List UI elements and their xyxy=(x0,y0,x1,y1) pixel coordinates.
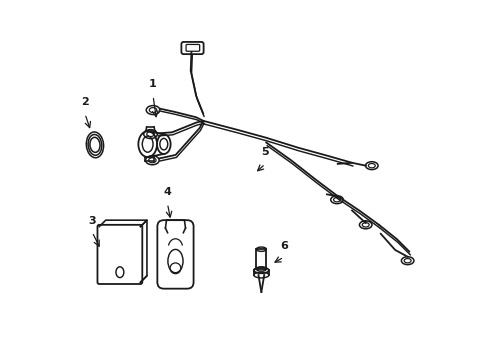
Text: 5: 5 xyxy=(261,147,268,157)
Text: 1: 1 xyxy=(149,79,157,89)
Bar xyxy=(256,249,266,269)
Text: 2: 2 xyxy=(81,97,89,107)
Text: 3: 3 xyxy=(88,216,96,226)
Text: 4: 4 xyxy=(163,187,171,197)
Text: 6: 6 xyxy=(280,240,287,251)
